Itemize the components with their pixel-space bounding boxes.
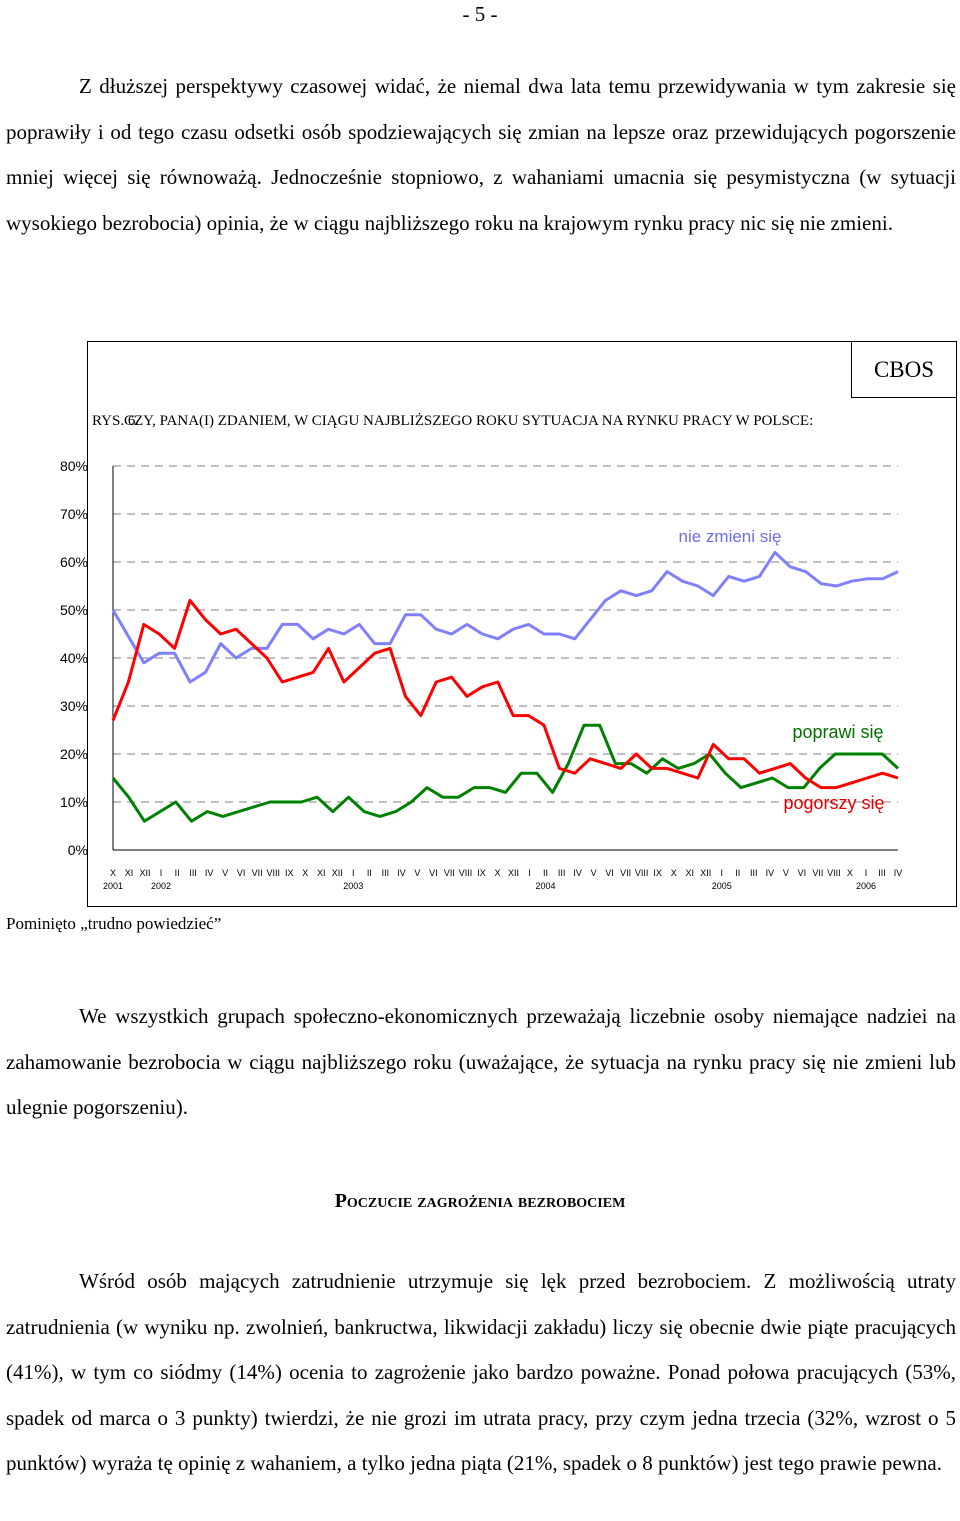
x-tick-label: VIII (635, 868, 649, 878)
x-tick-label: IV (205, 868, 214, 878)
x-tick-label: X (847, 868, 853, 878)
x-tick-label: IX (653, 868, 662, 878)
paragraph-groups: We wszystkich grupach społeczno-ekonomic… (6, 1004, 956, 1119)
grid-layer (113, 465, 898, 803)
x-tick-label: I (721, 868, 724, 878)
series-label-layer: nie zmieni się poprawi się pogorszy się (679, 527, 885, 813)
x-year-label: 2005 (712, 881, 732, 891)
y-tick-label: 50% (60, 602, 88, 618)
x-tick-label: XII (700, 868, 711, 878)
x-tick-label: VI (237, 868, 246, 878)
x-tick-label: VIII (827, 868, 841, 878)
x-tick-label: IX (477, 868, 486, 878)
axis-layer: 0%10%20%30%40%50%60%70%80%X XI XII I II III IV… (60, 458, 902, 891)
series-layer (111, 550, 900, 823)
y-tick-label: 80% (60, 458, 88, 474)
x-tick-label: VII (812, 868, 823, 878)
y-tick-label: 10% (60, 794, 88, 810)
y-tick-label: 40% (60, 650, 88, 666)
series-label-nie-zmieni-sie: nie zmieni się (679, 527, 782, 546)
x-tick-label: VIII (266, 868, 280, 878)
chart-title: CZY, PANA(I) ZDANIEM, W CIĄGU NAJBLIŻSZE… (124, 413, 814, 429)
x-year-label: 2003 (343, 881, 363, 891)
paragraph-intro: Z dłuższej perspektywy czasowej widać, ż… (6, 74, 956, 235)
y-tick-label: 70% (60, 506, 88, 522)
y-tick-label: 20% (60, 746, 88, 762)
figure-label: RYS. 6. (92, 413, 140, 429)
x-tick-label: IV (766, 868, 775, 878)
x-tick-label: II (543, 868, 548, 878)
x-tick-label: VII (444, 868, 455, 878)
x-year-label: 2001 (103, 881, 123, 891)
x-year-label: 2004 (536, 881, 556, 891)
series-label-pogorszy-sie: pogorszy się (783, 793, 884, 813)
series-line-1 (111, 723, 900, 823)
source-badge: CBOS (851, 341, 957, 398)
x-tick-label: II (735, 868, 740, 878)
x-tick-label: I (865, 868, 868, 878)
x-tick-label: XII (508, 868, 519, 878)
x-tick-label: V (783, 868, 789, 878)
x-tick-label: VII (620, 868, 631, 878)
x-tick-label: X (671, 868, 677, 878)
figure-frame (87, 341, 957, 907)
x-tick-label: III (382, 868, 390, 878)
x-tick-label: I (352, 868, 355, 878)
x-tick-label: X (302, 868, 308, 878)
x-tick-label: V (591, 868, 597, 878)
page-number: - 5 - (462, 2, 498, 26)
x-tick-label: X (110, 868, 116, 878)
x-tick-label: VI (798, 868, 807, 878)
x-tick-label: XI (125, 868, 134, 878)
paragraph-job-fear: Wśród osób mających zatrudnienie utrzymu… (6, 1269, 956, 1475)
series-line-0 (111, 550, 899, 684)
x-tick-label: VI (605, 868, 614, 878)
x-tick-label: X (494, 868, 500, 878)
series-label-poprawi-sie: poprawi się (792, 722, 883, 742)
y-tick-label: 30% (60, 698, 88, 714)
x-tick-label: V (222, 868, 228, 878)
x-tick-label: III (878, 868, 886, 878)
y-tick-label: 0% (68, 842, 88, 858)
x-tick-label: VII (252, 868, 263, 878)
x-tick-label: III (750, 868, 758, 878)
x-tick-label: XII (140, 868, 151, 878)
x-tick-label: IX (285, 868, 294, 878)
y-tick-label: 60% (60, 554, 88, 570)
x-tick-label: I (528, 868, 531, 878)
section-heading: Poczucie zagrożenia bezrobociem (334, 1190, 626, 1212)
x-year-label: 2002 (151, 881, 171, 891)
x-tick-label: IV (573, 868, 582, 878)
x-tick-label: III (189, 868, 197, 878)
x-tick-label: II (367, 868, 372, 878)
figure-note: Pominięto „trudno powiedzieć” (6, 914, 222, 933)
series-line-2 (111, 598, 899, 790)
x-tick-label: II (175, 868, 180, 878)
x-tick-label: XI (317, 868, 326, 878)
x-tick-label: XI (685, 868, 694, 878)
x-tick-label: VI (429, 868, 438, 878)
x-tick-label: IV (397, 868, 406, 878)
x-tick-label: V (414, 868, 420, 878)
x-year-label: 2006 (856, 881, 876, 891)
x-tick-label: IV (894, 868, 903, 878)
x-tick-label: I (160, 868, 163, 878)
x-tick-label: VIII (459, 868, 473, 878)
x-tick-label: III (558, 868, 566, 878)
x-tick-label: XII (332, 868, 343, 878)
